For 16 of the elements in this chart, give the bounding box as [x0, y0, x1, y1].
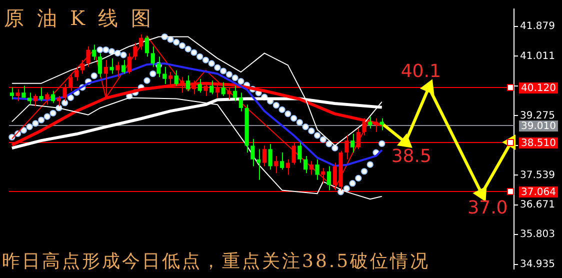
y-tick-label: 41.011 [520, 50, 555, 62]
y-tick-label: 35.803 [520, 229, 555, 240]
chart-title: 原油K线图 [4, 5, 164, 32]
ref-line-label: 38.510 [521, 138, 556, 150]
ref-line-label: 40.120 [521, 83, 556, 94]
data-label: 40.1 [400, 61, 441, 82]
ref-line-label: 37.064 [521, 187, 556, 198]
y-tick-label: 37.539 [520, 170, 555, 181]
annotation: 昨日高点形成今日低点，重点关注38.5破位情况 [2, 250, 430, 273]
y-tick-label: 39.275 [520, 110, 555, 122]
data-label: 37.0 [468, 197, 508, 218]
y-tick-label: 36.671 [520, 200, 555, 210]
y-tick-label: 41.879 [520, 21, 555, 32]
data-label: 38.5 [391, 146, 432, 167]
y-tick-label: 34.935 [520, 258, 555, 270]
ref-line-label: 39.010 [521, 121, 556, 132]
